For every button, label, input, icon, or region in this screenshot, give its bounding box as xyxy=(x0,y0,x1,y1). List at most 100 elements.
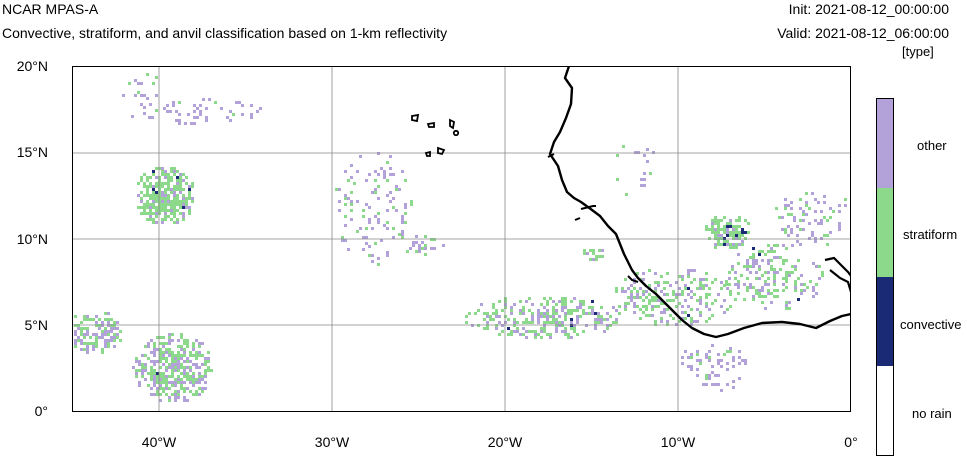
precip-pixel xyxy=(152,194,155,197)
precip-pixel xyxy=(800,292,803,295)
precip-pixel xyxy=(150,375,153,378)
cape-verde-islands xyxy=(411,113,460,157)
precip-pixel xyxy=(797,277,800,280)
precip-pixel xyxy=(579,315,582,318)
precip-pixel xyxy=(714,231,717,234)
precip-pixel xyxy=(110,339,113,342)
precip-pixel xyxy=(761,250,764,253)
precip-pixel xyxy=(728,283,731,286)
precip-pixel xyxy=(567,336,570,339)
precip-pixel xyxy=(820,219,823,222)
precip-pixel xyxy=(185,203,188,206)
precip-pixel xyxy=(374,215,377,218)
precip-pixel xyxy=(401,233,404,236)
precip-pixel xyxy=(791,244,794,247)
precip-pixel xyxy=(182,200,185,203)
precip-pixel xyxy=(189,351,192,354)
precip-pixel xyxy=(177,390,180,393)
precip-pixel xyxy=(646,148,649,151)
precip-pixel xyxy=(537,318,540,321)
model-title: NCAR MPAS-A xyxy=(2,1,99,17)
precip-pixel xyxy=(128,82,131,85)
precip-pixel xyxy=(135,360,138,363)
precip-pixel xyxy=(752,262,755,265)
precip-pixel xyxy=(642,272,645,275)
precip-pixel xyxy=(204,357,207,360)
precip-pixel xyxy=(717,374,720,377)
precip-pixel xyxy=(98,318,101,321)
precip-pixel xyxy=(711,219,714,222)
precip-pixel xyxy=(640,178,643,181)
precip-pixel xyxy=(793,216,796,219)
precip-pixel xyxy=(708,293,711,296)
precip-pixel xyxy=(179,212,182,215)
precip-pixel xyxy=(204,387,207,390)
precip-pixel xyxy=(177,393,180,396)
precip-pixel xyxy=(579,306,582,309)
precip-pixel xyxy=(714,237,717,240)
precip-pixel xyxy=(696,359,699,362)
precip-pixel xyxy=(113,324,116,327)
precip-pixel xyxy=(675,296,678,299)
precip-pixel xyxy=(146,191,149,194)
precip-pixel xyxy=(741,240,744,243)
precip-pixel xyxy=(510,312,513,315)
precip-pixel xyxy=(723,237,726,240)
precip-pixel xyxy=(755,259,758,262)
precip-pixel xyxy=(504,300,507,303)
precip-pixel xyxy=(790,201,793,204)
precip-pixel xyxy=(389,155,392,158)
precip-pixel xyxy=(188,194,191,197)
precip-pixel xyxy=(714,234,717,237)
precip-pixel xyxy=(180,378,183,381)
precip-pixel xyxy=(80,339,83,342)
precip-pixel xyxy=(634,151,637,154)
precip-pixel xyxy=(501,309,504,312)
precip-pixel xyxy=(153,354,156,357)
precip-pixel xyxy=(144,369,147,372)
precip-pixel xyxy=(152,203,155,206)
precip-pixel xyxy=(150,378,153,381)
precip-pixel xyxy=(401,221,404,224)
precip-pixel xyxy=(383,170,386,173)
precip-pixel xyxy=(711,222,714,225)
precip-pixel xyxy=(639,308,642,311)
precip-pixel xyxy=(152,173,155,176)
precip-pixel xyxy=(555,309,558,312)
precip-pixel xyxy=(341,239,344,242)
precip-pixel xyxy=(746,265,749,268)
precip-pixel xyxy=(684,311,687,314)
precip-pixel xyxy=(177,351,180,354)
precip-pixel xyxy=(92,318,95,321)
precip-pixel xyxy=(782,277,785,280)
precip-pixel xyxy=(555,321,558,324)
precip-pixel xyxy=(546,300,549,303)
precip-pixel xyxy=(171,372,174,375)
precip-pixel xyxy=(598,255,601,258)
precip-pixel xyxy=(681,356,684,359)
precip-pixel xyxy=(392,197,395,200)
precip-pixel xyxy=(83,318,86,321)
precip-pixel xyxy=(155,76,158,79)
precip-pixel xyxy=(690,269,693,272)
precip-pixel xyxy=(582,303,585,306)
precip-pixel xyxy=(767,289,770,292)
precip-pixel xyxy=(155,215,158,218)
precip-pixel xyxy=(543,330,546,333)
precip-pixel xyxy=(501,330,504,333)
precip-pixel xyxy=(525,330,528,333)
precip-pixel xyxy=(83,327,86,330)
precip-pixel xyxy=(687,269,690,272)
precip-pixel xyxy=(779,268,782,271)
precip-pixel xyxy=(162,378,165,381)
precip-pixel xyxy=(735,237,738,240)
precip-pixel xyxy=(395,209,398,212)
precip-pixel xyxy=(162,387,165,390)
precip-pixel xyxy=(110,336,113,339)
precip-pixel xyxy=(582,309,585,312)
precip-pixel xyxy=(95,315,98,318)
precip-pixel xyxy=(192,384,195,387)
precip-pixel xyxy=(80,348,83,351)
precip-pixel xyxy=(690,368,693,371)
precip-pixel xyxy=(588,306,591,309)
